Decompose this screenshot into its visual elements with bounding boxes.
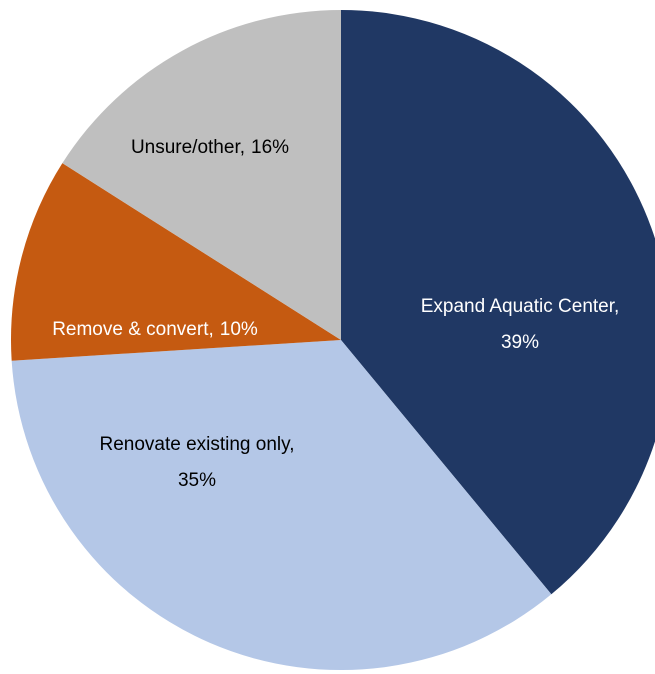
slice-label: Remove & convert, bbox=[52, 319, 214, 340]
slice-label: Renovate existing only, bbox=[99, 434, 294, 455]
slice-value-label: 16% bbox=[251, 137, 289, 158]
slice-label-group: Remove & convert, 10% bbox=[52, 319, 258, 340]
pie-slice bbox=[11, 163, 342, 361]
pie-slice bbox=[341, 10, 655, 595]
slice-label-group: Unsure/other, 16% bbox=[131, 137, 289, 158]
slice-label: Expand Aquatic Center, bbox=[421, 296, 620, 317]
pie-slice bbox=[62, 10, 341, 340]
slice-value-label: 35% bbox=[178, 470, 216, 491]
slice-label: Unsure/other, bbox=[131, 137, 245, 158]
pie-slice bbox=[11, 340, 552, 670]
slice-value-label: 39% bbox=[501, 332, 539, 353]
slice-value-label: 10% bbox=[220, 319, 258, 340]
